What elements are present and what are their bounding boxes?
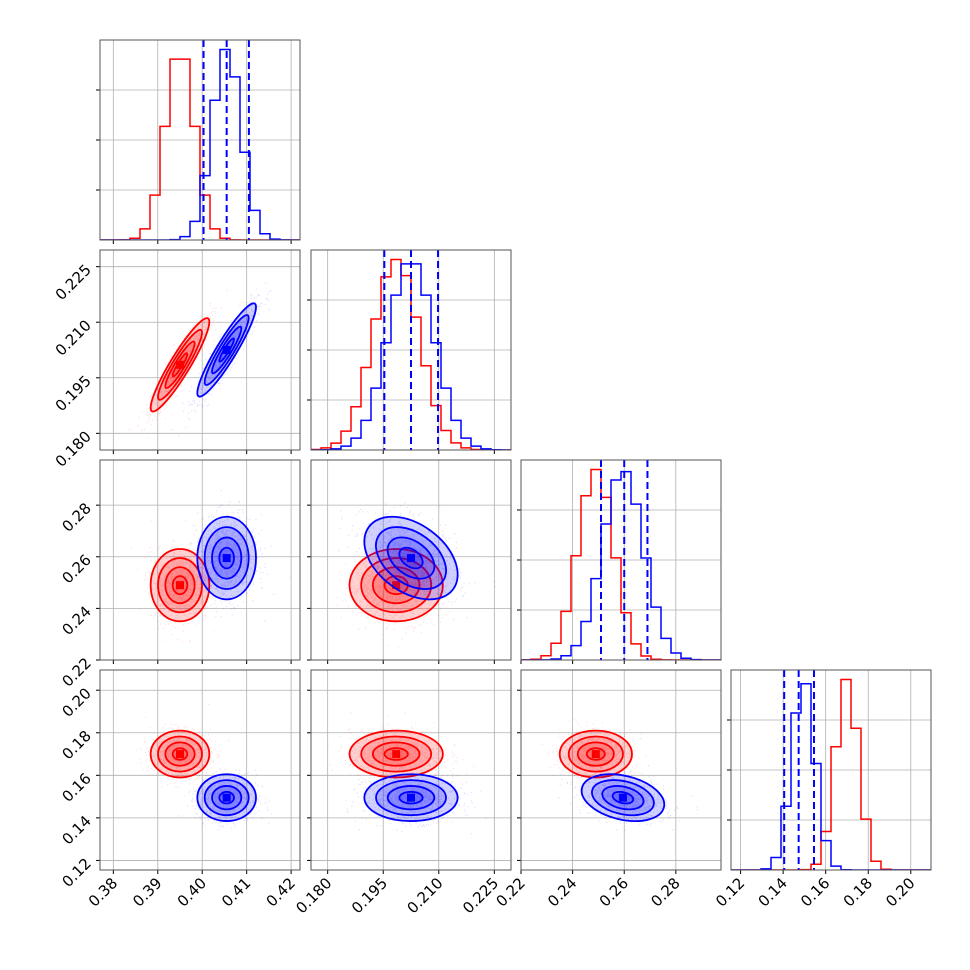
panel-frame: [99, 249, 301, 451]
panel-frame: [520, 669, 722, 871]
panel-frame: [310, 669, 512, 871]
panel-frame: [99, 39, 301, 241]
y-tick-label-p2: 0.210: [52, 316, 95, 359]
x-tick-label-p3: 0.28: [647, 874, 683, 910]
x-tick-label-p2: 0.195: [348, 874, 391, 917]
peak-marker-red: [176, 750, 184, 759]
panel-4-2: 0.180 0.195 0.210 0.225: [292, 669, 512, 917]
panel-4-3: 0.22 0.24 0.26 0.28: [492, 669, 722, 910]
histogram-blue-p4: [731, 683, 931, 870]
peak-marker-red: [591, 750, 600, 759]
y-tick-label-p3: 0.24: [58, 602, 94, 638]
x-tick-label-p4: 0.16: [797, 874, 833, 910]
peak-marker-blue: [222, 554, 231, 563]
scatter-red: [327, 712, 475, 792]
scatter-blue: [345, 765, 511, 835]
x-tick-label-p1: 0.40: [174, 874, 210, 910]
peak-marker-blue: [222, 346, 231, 354]
panel-frame: [730, 669, 932, 871]
panel-frame: [310, 249, 512, 451]
x-tick-label-p4: 0.12: [712, 874, 748, 910]
x-tick-label-p4: 0.18: [840, 874, 876, 910]
y-tick-label-p4: 0.14: [58, 812, 94, 848]
histogram-blue-p3: [521, 470, 721, 660]
panel-frame: [310, 459, 512, 661]
panel-frame: [520, 459, 722, 661]
panel-3-3: [517, 459, 722, 664]
y-tick-label-p3: 0.26: [58, 551, 94, 587]
panel-3-1: 0.22 0.24 0.26 0.28: [58, 459, 301, 690]
x-tick-label-p2: 0.180: [292, 874, 335, 917]
x-tick-label-p2: 0.210: [404, 874, 447, 917]
peak-marker-blue: [618, 793, 627, 802]
peak-marker-blue: [407, 554, 415, 563]
peak-marker-blue: [407, 793, 415, 802]
scatter-blue: [184, 489, 291, 622]
histogram-red-p3: [521, 468, 721, 660]
panel-1-1: [96, 39, 301, 244]
y-tick-label-p2: 0.195: [52, 372, 95, 415]
y-tick-label-p3: 0.22: [58, 654, 94, 690]
peak-marker-red: [392, 581, 401, 590]
y-tick-label-p4: 0.16: [58, 769, 94, 805]
y-tick-label-p2: 0.180: [52, 427, 95, 470]
panel-4-1: 0.120.140.160.180.200.38 0.39 0.40 0.41 0.42: [58, 669, 301, 910]
y-tick-label-p2: 0.225: [52, 261, 95, 304]
x-tick-label-p4: 0.20: [882, 874, 918, 910]
x-tick-label-p1: 0.39: [129, 874, 165, 910]
x-tick-label-p4: 0.14: [755, 874, 791, 910]
scatter-red: [135, 703, 230, 788]
scatter-blue: [171, 282, 272, 437]
peak-marker-blue: [222, 793, 231, 802]
x-tick-label-p1: 0.41: [218, 874, 254, 910]
y-tick-label-p4: 0.18: [58, 727, 94, 763]
panel-frame: [99, 669, 301, 871]
peak-marker-red: [176, 360, 184, 369]
panel-2-1: 0.180 0.195 0.210 0.225: [52, 249, 301, 471]
scatter-blue: [338, 502, 496, 621]
peak-marker-red: [392, 750, 401, 759]
y-tick-label-p4: 0.20: [58, 684, 94, 720]
y-tick-label-p3: 0.28: [58, 499, 94, 535]
peak-marker-red: [176, 581, 184, 590]
panel-3-2: [307, 459, 512, 664]
x-tick-label-p1: 0.38: [85, 874, 121, 910]
scatter-blue: [558, 765, 699, 831]
x-tick-label-p3: 0.22: [492, 874, 528, 910]
x-tick-label-p3: 0.26: [596, 874, 632, 910]
panel-4-4: 0.12 0.14 0.16 0.18 0.20: [712, 669, 932, 910]
panel-frame: [99, 459, 301, 661]
panel-2-2: [307, 249, 512, 454]
x-tick-label-p3: 0.24: [544, 874, 580, 910]
y-tick-label-p4: 0.12: [58, 855, 94, 891]
